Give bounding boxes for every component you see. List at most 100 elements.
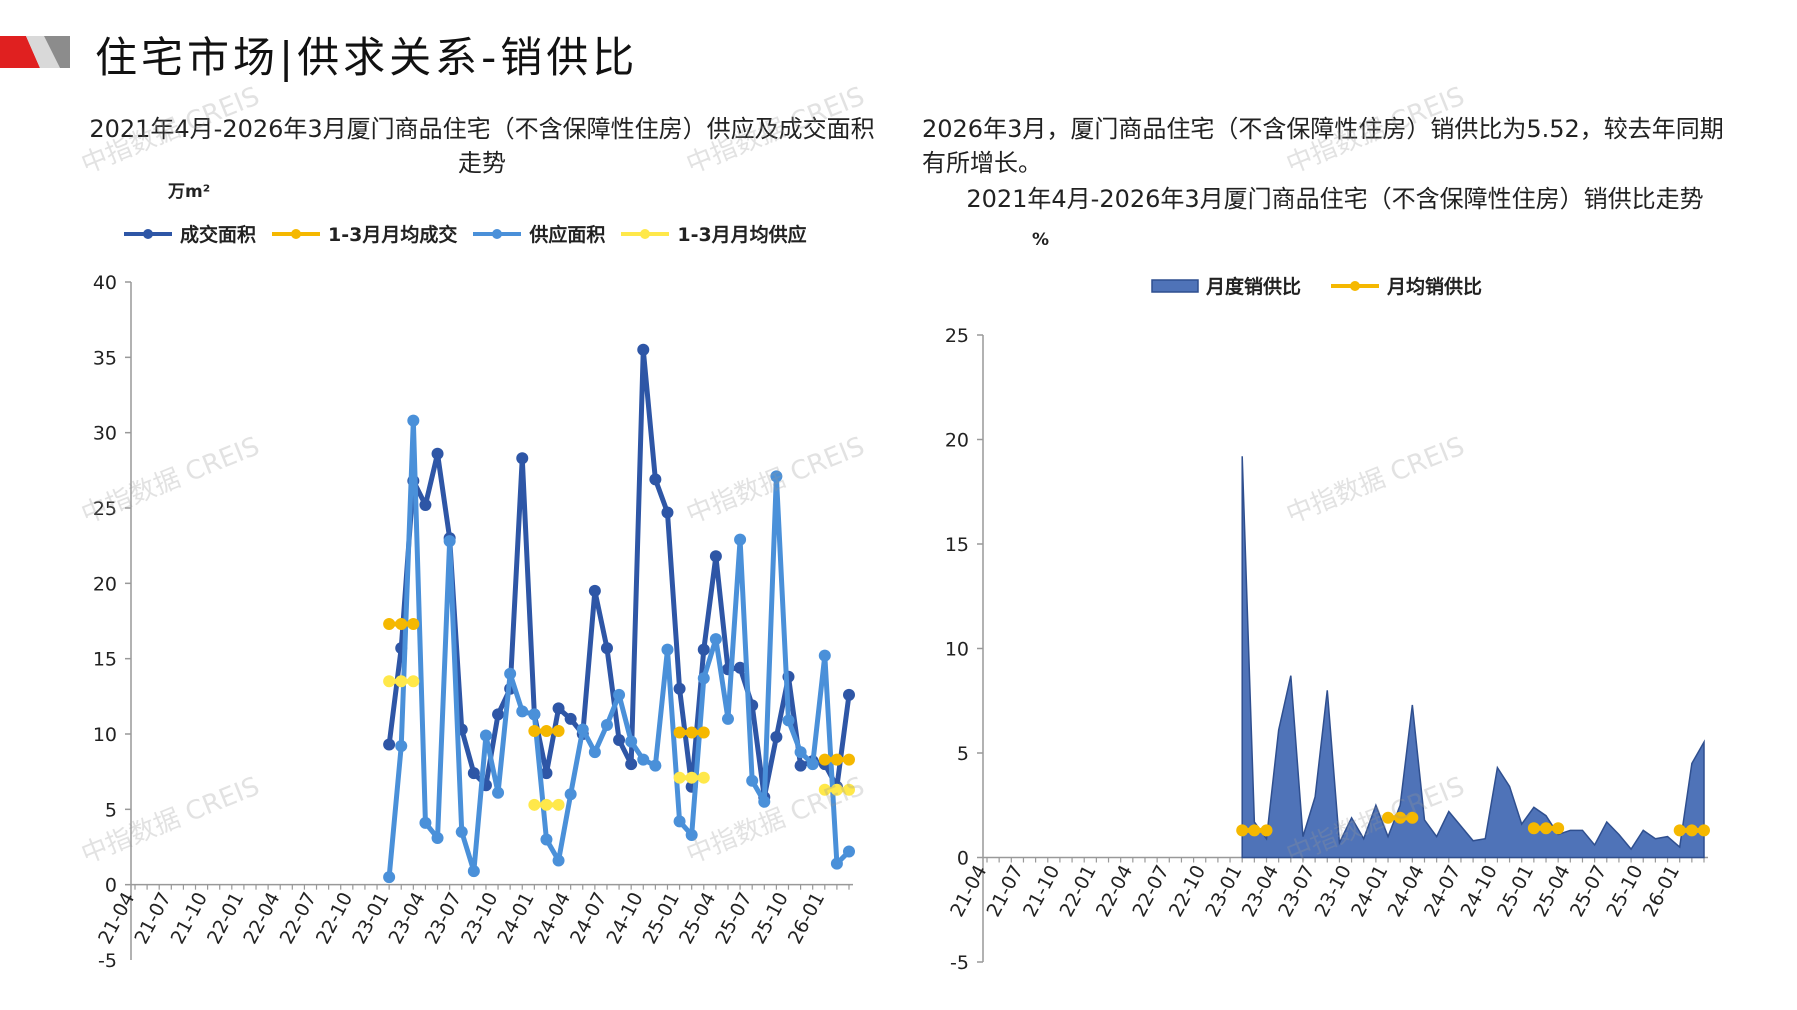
legend-label: 月均销供比: [1387, 276, 1483, 298]
right-description: 2026年3月，厦门商品住宅（不含保障性住房）销供比为5.52，较去年同期有所增…: [922, 115, 1724, 177]
data-point: [467, 865, 480, 878]
area-series: [1241, 456, 1705, 859]
brand-logo-mark: [0, 36, 70, 68]
data-point: [383, 871, 396, 884]
data-point: [588, 746, 601, 759]
data-point: [685, 828, 698, 841]
data-point: [830, 783, 843, 796]
legend-label: 供应面积: [529, 224, 606, 246]
data-point: [685, 771, 698, 784]
data-point: [1248, 824, 1261, 837]
data-point: [661, 643, 674, 656]
data-point: [576, 723, 589, 736]
legend-label: 月度销供比: [1206, 276, 1302, 298]
data-point: [613, 734, 626, 747]
y-tick-label: -5: [98, 950, 117, 972]
y-tick-label: 10: [93, 724, 117, 746]
legend-item-supply: 供应面积: [471, 220, 605, 247]
data-point: [794, 759, 807, 772]
data-point: [625, 735, 638, 748]
data-point: [770, 731, 783, 744]
right-chart-legend: 月度销供比 月均销供比: [1150, 272, 1496, 299]
data-point: [540, 833, 553, 846]
y-tick-label: -5: [950, 952, 969, 974]
data-point: [818, 783, 831, 796]
data-point: [697, 771, 710, 784]
data-point: [637, 753, 650, 766]
data-point: [528, 724, 541, 737]
data-point: [395, 618, 408, 631]
data-point: [709, 633, 722, 646]
x-tick-label: 26-01: [1639, 862, 1684, 921]
data-point: [673, 726, 686, 739]
data-point: [407, 675, 420, 688]
data-point: [395, 675, 408, 688]
data-point: [1540, 822, 1553, 835]
data-point: [649, 759, 662, 772]
data-point: [734, 661, 747, 674]
data-point: [709, 550, 722, 563]
data-point: [552, 798, 565, 811]
data-point: [552, 724, 565, 737]
data-point: [516, 705, 529, 718]
data-point: [818, 649, 831, 662]
left-chart-unit: 万m²: [168, 182, 211, 202]
data-point: [540, 724, 553, 737]
data-point: [830, 753, 843, 766]
y-tick-label: 25: [945, 325, 969, 347]
data-point: [407, 618, 420, 631]
data-point: [1673, 824, 1686, 837]
data-point: [1685, 824, 1698, 837]
data-point: [830, 857, 843, 870]
data-point: [443, 535, 456, 548]
data-point: [794, 746, 807, 759]
data-point: [649, 473, 662, 486]
data-point: [395, 740, 408, 753]
data-point: [564, 788, 577, 801]
data-point: [697, 643, 710, 656]
data-point: [673, 815, 686, 828]
data-point: [1698, 824, 1710, 837]
data-point: [552, 702, 565, 715]
left-chart-legend: 成交面积 1-3月月均成交 供应面积 1-3月月均供应: [122, 220, 821, 247]
legend-item-avg-supply: 1-3月月均供应: [619, 220, 807, 247]
right-chart-title: 2021年4月-2026年3月厦门商品住宅（不含保障性住房）销供比走势: [966, 185, 1704, 213]
data-point: [661, 506, 674, 519]
data-point: [613, 688, 626, 701]
data-point: [431, 831, 444, 844]
data-point: [600, 642, 613, 655]
data-point: [504, 667, 517, 680]
data-point: [843, 783, 855, 796]
data-point: [721, 712, 734, 725]
data-point: [1236, 824, 1249, 837]
data-point: [746, 774, 759, 787]
data-point: [564, 712, 577, 725]
data-point: [625, 758, 638, 771]
page-title: 住宅市场|供求关系-销供比: [95, 33, 639, 82]
y-tick-label: 30: [93, 423, 117, 445]
y-tick-label: 10: [945, 639, 969, 661]
data-point: [818, 753, 831, 766]
data-point: [843, 753, 855, 766]
legend-label: 1-3月月均供应: [677, 224, 807, 246]
data-point: [1260, 824, 1273, 837]
data-point: [540, 767, 553, 780]
data-point: [685, 726, 698, 739]
data-point: [431, 447, 444, 460]
data-point: [782, 714, 795, 727]
data-point: [588, 584, 601, 597]
data-point: [697, 672, 710, 685]
data-point: [419, 816, 432, 829]
left-chart-title: 2021年4月-2026年3月厦门商品住宅（不含保障性住房）供应及成交面积走势: [89, 115, 875, 177]
data-point: [419, 498, 432, 511]
data-point: [479, 729, 492, 742]
legend-item-avg-deal: 1-3月月均成交: [270, 220, 457, 247]
data-point: [673, 682, 686, 695]
data-point: [516, 452, 529, 465]
data-point: [806, 758, 819, 771]
y-tick-label: 15: [945, 534, 969, 556]
legend-label: 1-3月月均成交: [328, 224, 458, 246]
data-point: [1552, 822, 1565, 835]
